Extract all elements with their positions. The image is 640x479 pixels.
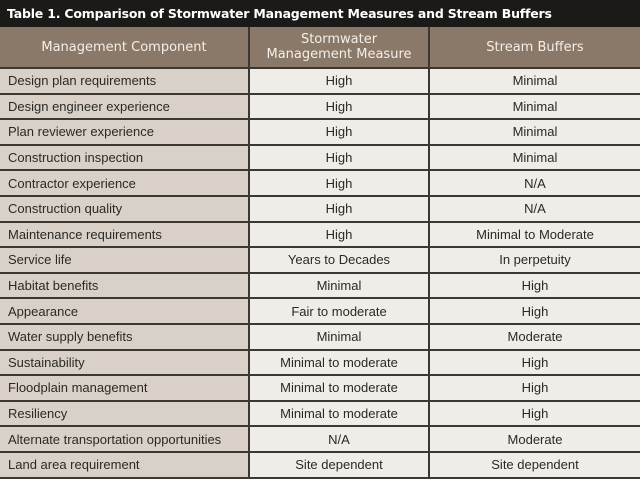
table-body: Design plan requirements High Minimal Desig… — [0, 67, 640, 479]
component-cell: Design plan requirements — [0, 67, 250, 95]
header-stream-buffers: Stream Buffers — [428, 27, 640, 69]
stormwater-cell: N/A — [248, 425, 430, 453]
table-row: Habitat benefits Minimal High — [0, 271, 640, 300]
buffers-cell: Minimal — [428, 92, 640, 121]
buffers-cell: Moderate — [428, 425, 640, 453]
buffers-cell: Minimal — [428, 118, 640, 146]
buffers-cell: Minimal — [428, 143, 640, 172]
buffers-cell: Moderate — [428, 322, 640, 351]
component-cell: Service life — [0, 246, 250, 274]
table-row: Alternate transportation opportunities N/… — [0, 425, 640, 453]
component-cell: Floodplain management — [0, 374, 250, 402]
buffers-cell: High — [428, 297, 640, 325]
header-management-component: Management Component — [0, 27, 250, 69]
table-row: Service life Years to Decades In perpetuit… — [0, 246, 640, 274]
table-row: Sustainability Minimal to moderate High — [0, 348, 640, 377]
component-cell: Maintenance requirements — [0, 220, 250, 249]
table-row: Land area requirement Site dependent Site … — [0, 450, 640, 479]
buffers-cell: Minimal — [428, 67, 640, 95]
buffers-cell: High — [428, 374, 640, 402]
stormwater-cell: High — [248, 118, 430, 146]
stormwater-cell: High — [248, 169, 430, 197]
component-cell: Design engineer experience — [0, 92, 250, 121]
buffers-cell: N/A — [428, 169, 640, 197]
component-cell: Land area requirement — [0, 450, 250, 479]
buffers-cell: High — [428, 348, 640, 377]
stormwater-cell: High — [248, 67, 430, 95]
table-row: Construction quality High N/A — [0, 194, 640, 223]
stormwater-cell: High — [248, 143, 430, 172]
stormwater-cell: Years to Decades — [248, 246, 430, 274]
buffers-cell: Site dependent — [428, 450, 640, 479]
stormwater-cell: Minimal — [248, 271, 430, 300]
table-row: Construction inspection High Minimal — [0, 143, 640, 172]
buffers-cell: In perpetuity — [428, 246, 640, 274]
table-row: Maintenance requirements High Minimal to M… — [0, 220, 640, 249]
stormwater-cell: Fair to moderate — [248, 297, 430, 325]
table-title: Table 1. Comparison of Stormwater Manage… — [0, 0, 640, 27]
table-row: Appearance Fair to moderate High — [0, 297, 640, 325]
table-row: Plan reviewer experience High Minimal — [0, 118, 640, 146]
component-cell: Alternate transportation opportunities — [0, 425, 250, 453]
stormwater-cell: High — [248, 92, 430, 121]
table-row: Floodplain management Minimal to moderate… — [0, 374, 640, 402]
component-cell: Sustainability — [0, 348, 250, 377]
buffers-cell: N/A — [428, 194, 640, 223]
component-cell: Water supply benefits — [0, 322, 250, 351]
header-row: Management Component Stormwater Manageme… — [0, 27, 640, 69]
table-row: Resiliency Minimal to moderate High — [0, 399, 640, 428]
table-row: Design plan requirements High Minimal — [0, 67, 640, 95]
stormwater-cell: High — [248, 220, 430, 249]
stormwater-cell: Site dependent — [248, 450, 430, 479]
table-row: Design engineer experience High Minimal — [0, 92, 640, 121]
component-cell: Construction quality — [0, 194, 250, 223]
stormwater-cell: Minimal to moderate — [248, 374, 430, 402]
component-cell: Appearance — [0, 297, 250, 325]
component-cell: Resiliency — [0, 399, 250, 428]
stormwater-cell: High — [248, 194, 430, 223]
stormwater-cell: Minimal — [248, 322, 430, 351]
component-cell: Habitat benefits — [0, 271, 250, 300]
component-cell: Construction inspection — [0, 143, 250, 172]
header-stormwater-measure: Stormwater Management Measure — [248, 27, 430, 69]
component-cell: Contractor experience — [0, 169, 250, 197]
comparison-table: Management Component Stormwater Manageme… — [0, 27, 640, 479]
buffers-cell: Minimal to Moderate — [428, 220, 640, 249]
buffers-cell: High — [428, 399, 640, 428]
stormwater-cell: Minimal to moderate — [248, 399, 430, 428]
component-cell: Plan reviewer experience — [0, 118, 250, 146]
header-stormwater-label: Stormwater Management Measure — [266, 32, 412, 62]
stormwater-cell: Minimal to moderate — [248, 348, 430, 377]
table-row: Contractor experience High N/A — [0, 169, 640, 197]
table-row: Water supply benefits Minimal Moderate — [0, 322, 640, 351]
buffers-cell: High — [428, 271, 640, 300]
